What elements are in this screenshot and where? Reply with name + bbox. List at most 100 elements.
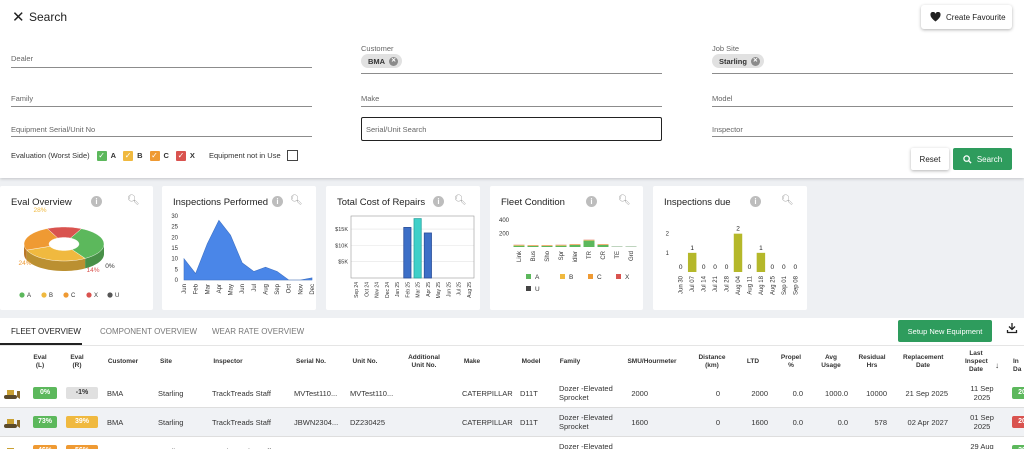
tab-fleet-overview[interactable]: FLEET OVERVIEW bbox=[11, 327, 81, 336]
customer-chip[interactable]: BMA ✕ bbox=[361, 54, 403, 68]
legend-label-U: U bbox=[115, 293, 119, 299]
serial-unit-no-field[interactable]: Equipment Serial/Unit No bbox=[11, 116, 312, 137]
header-site[interactable]: Site bbox=[160, 358, 172, 365]
header-last-inspect[interactable]: Last Inspect Date bbox=[965, 350, 988, 373]
eval-a-checkbox[interactable]: ✓ bbox=[96, 150, 107, 161]
inspector-field[interactable]: Inspector bbox=[712, 116, 1013, 137]
eval-b-checkbox[interactable]: ✓ bbox=[123, 150, 134, 161]
x-tick-label: Dec bbox=[310, 284, 316, 295]
zoom-icon[interactable]: 🔍︎ bbox=[781, 195, 794, 206]
zoom-icon[interactable]: 🔍︎ bbox=[290, 195, 303, 206]
header-smu[interactable]: SMU/Hourmeter bbox=[627, 358, 677, 365]
cell-inspector: TrackTreads Staff bbox=[212, 389, 271, 398]
info-icon[interactable]: i bbox=[750, 196, 761, 207]
eval-l-badge: 46% bbox=[33, 445, 57, 449]
job-site-field[interactable]: Job Site Starling ✕ bbox=[712, 44, 1013, 74]
header-eval-l[interactable]: Eval (L) bbox=[33, 354, 47, 369]
x-tick-label: idler bbox=[573, 251, 579, 262]
header-replacement[interactable]: Replacement Date bbox=[903, 354, 944, 369]
table-row[interactable]: 0% -1% BMA Starling TrackTreads Staff MVTest1… bbox=[0, 379, 1024, 408]
y-tick-label: 2 bbox=[666, 232, 670, 238]
family-field[interactable]: Family bbox=[11, 86, 312, 107]
eval-c-checkbox[interactable]: ✓ bbox=[149, 150, 160, 161]
chip-remove-icon[interactable]: ✕ bbox=[389, 56, 399, 66]
dealer-field[interactable]: Dealer bbox=[11, 47, 312, 68]
cell-residual: 5300 bbox=[827, 447, 887, 449]
reset-button[interactable]: Reset bbox=[911, 148, 949, 170]
data-label: 2 bbox=[736, 226, 740, 233]
dealer-label: Dealer bbox=[11, 54, 34, 63]
legend-label-A: A bbox=[27, 293, 31, 299]
y-tick-label: 10 bbox=[171, 257, 178, 263]
header-model[interactable]: Model bbox=[521, 358, 541, 365]
cell-customer: BMA bbox=[107, 389, 124, 398]
x-tick-label: Aug 11 bbox=[747, 275, 753, 294]
close-icon[interactable]: ✕ bbox=[12, 9, 25, 26]
legend-marker-X bbox=[86, 292, 92, 298]
not-in-use-checkbox[interactable] bbox=[286, 150, 298, 161]
header-make[interactable]: Make bbox=[463, 358, 481, 365]
eval-r-badge: 39% bbox=[66, 416, 98, 428]
header-ltd[interactable]: LTD bbox=[746, 358, 760, 365]
model-field[interactable]: Model bbox=[712, 86, 1013, 107]
pie-slice-side-B bbox=[26, 250, 86, 271]
legend-label-C: C bbox=[71, 293, 76, 299]
x-tick-label: Jun bbox=[182, 284, 188, 294]
eval-x-checkbox[interactable]: ✓ bbox=[175, 150, 186, 161]
y-tick-label: 5 bbox=[175, 267, 179, 273]
header-serial[interactable]: Serial No. bbox=[296, 358, 326, 365]
plot-frame bbox=[350, 215, 475, 279]
job-site-chip[interactable]: Starling ✕ bbox=[712, 54, 764, 68]
zoom-icon[interactable]: 🔍︎ bbox=[127, 195, 140, 206]
chip-remove-icon[interactable]: ✕ bbox=[750, 56, 760, 66]
dozer-icon bbox=[3, 445, 21, 449]
search-button[interactable]: Search bbox=[953, 148, 1012, 170]
info-icon[interactable]: i bbox=[586, 196, 597, 207]
y-tick-label: $10K bbox=[335, 243, 348, 249]
table-row[interactable]: 73% 39% BMA Starling TrackTreads Staff JBWN23… bbox=[0, 408, 1024, 437]
header-residual[interactable]: Residual Hrs bbox=[858, 354, 886, 369]
header-distance[interactable]: Distance (km) bbox=[698, 354, 726, 369]
cell-distance: 0 bbox=[715, 389, 720, 398]
zoom-icon[interactable]: 🔍︎ bbox=[618, 195, 631, 206]
x-tick-label: Grd bbox=[629, 251, 635, 261]
header-unit[interactable]: Unit No. bbox=[352, 358, 378, 365]
legend-label-B: B bbox=[49, 293, 53, 299]
serial-unit-no-label: Equipment Serial/Unit No bbox=[11, 125, 96, 134]
fleet-condition-chart: 200 400 Link Bus Sho Spr idler TR CR TE Grd A B C X U bbox=[499, 218, 637, 293]
header-additional-unit[interactable]: Additional Unit No. bbox=[408, 354, 440, 369]
x-tick-label: Spr bbox=[559, 251, 565, 260]
header-eval-r[interactable]: Eval (R) bbox=[70, 354, 84, 369]
serial-unit-search-input[interactable]: Serial/Unit Search bbox=[361, 117, 662, 141]
x-tick-label: Oct bbox=[287, 284, 293, 294]
inspections-performed-chart: 0 5 10 15 20 25 30 Jun Feb Mar Apr May Jun Jul Aug Sep O… bbox=[171, 214, 316, 295]
table-row[interactable]: 46% 56% BMA Starling TrackTreads Staff JBDoNo… bbox=[0, 437, 1024, 449]
header-avg-usage[interactable]: Avg Usage bbox=[821, 354, 841, 369]
sort-desc-icon[interactable]: ↓ bbox=[995, 361, 999, 370]
header-family[interactable]: Family bbox=[559, 358, 581, 365]
make-field[interactable]: Make bbox=[361, 86, 662, 107]
x-tick-label: Nov 24 bbox=[375, 282, 381, 298]
header-customer[interactable]: Customer bbox=[107, 358, 139, 365]
create-favourite-button[interactable]: Create Favourite bbox=[921, 5, 1012, 29]
download-icon[interactable] bbox=[1006, 322, 1018, 337]
table-header: Eval (L) Eval (R) Customer Site Inspecto… bbox=[0, 345, 1024, 379]
tab-wear-rate-overview[interactable]: WEAR RATE OVERVIEW bbox=[212, 327, 305, 336]
zoom-icon[interactable]: 🔍︎ bbox=[454, 195, 467, 206]
info-icon[interactable]: i bbox=[272, 196, 283, 207]
header-inspector[interactable]: Inspector bbox=[213, 358, 243, 365]
header-next[interactable]: In Da bbox=[1013, 358, 1022, 373]
eval-b-label: B bbox=[137, 151, 143, 160]
setup-new-equipment-button[interactable]: Setup New Equipment bbox=[898, 320, 992, 342]
tab-component-overview[interactable]: COMPONENT OVERVIEW bbox=[100, 327, 198, 336]
cell-ltd: 1600 bbox=[751, 418, 768, 427]
cell-model: D11T bbox=[520, 447, 538, 449]
y-tick-label: 1 bbox=[666, 251, 670, 257]
customer-field[interactable]: Customer BMA ✕ bbox=[361, 44, 662, 74]
bar bbox=[733, 233, 743, 272]
info-icon[interactable]: i bbox=[91, 196, 102, 207]
info-icon[interactable]: i bbox=[433, 196, 444, 207]
header-propel[interactable]: Propel % bbox=[780, 354, 802, 369]
job-site-label: Job Site bbox=[712, 44, 740, 53]
inspector-label: Inspector bbox=[712, 125, 743, 134]
